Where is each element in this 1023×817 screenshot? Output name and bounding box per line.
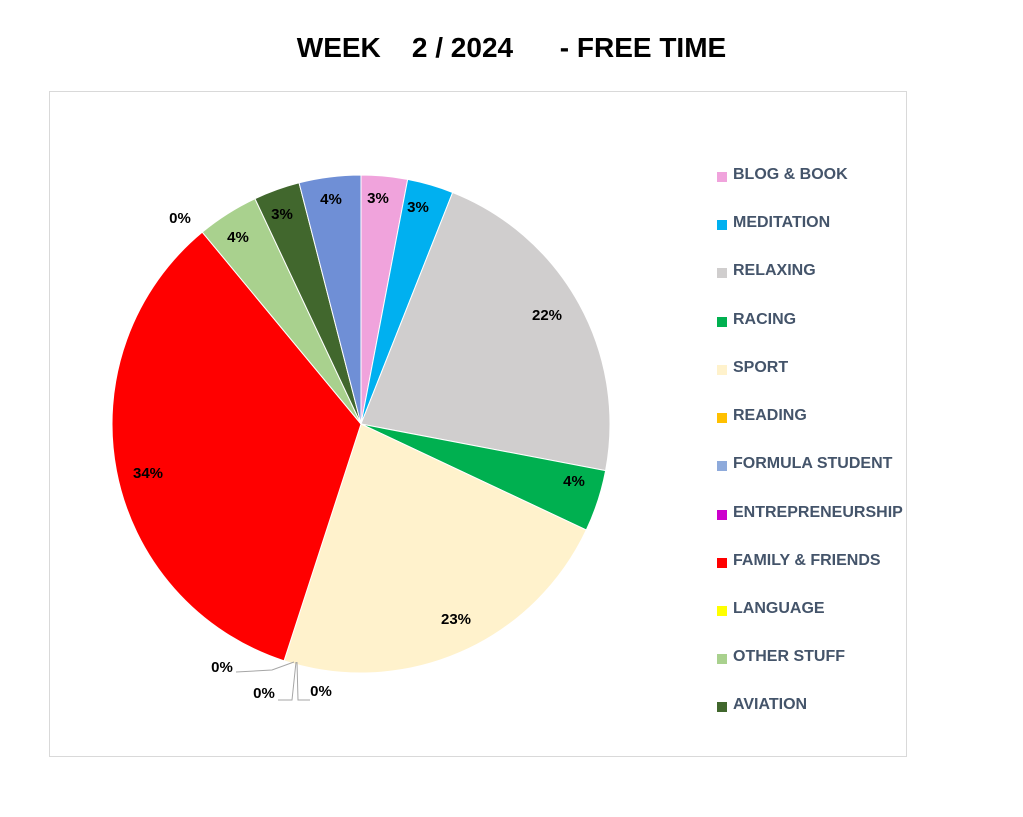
legend-item: LANGUAGE <box>717 600 911 622</box>
data-label: 23% <box>441 611 471 628</box>
legend-swatch <box>717 317 727 327</box>
data-label: 34% <box>133 465 163 482</box>
data-label: 22% <box>532 307 562 324</box>
data-label: 4% <box>227 229 249 246</box>
legend-item: READING <box>717 407 911 429</box>
legend-label: MEDITATION <box>733 214 831 231</box>
legend-swatch <box>717 413 727 423</box>
legend-swatch <box>717 510 727 520</box>
data-label: 4% <box>563 473 585 490</box>
chart-title: WEEK 2 / 2024 - FREE TIME <box>296 32 727 63</box>
pie-slice-family-friends <box>111 231 362 662</box>
legend-label: FAMILY & FRIENDS <box>733 552 881 569</box>
legend-swatch <box>717 654 727 664</box>
legend-item: ENTREPRENEURSHIP <box>717 504 911 526</box>
data-label: 3% <box>271 206 293 223</box>
legend-item: FORMULA STUDENT <box>717 455 911 477</box>
data-label: 0% <box>253 685 275 702</box>
legend-swatch <box>717 702 727 712</box>
legend-item: OTHER STUFF <box>717 648 911 670</box>
legend-item: BLOG & BOOK <box>717 166 911 188</box>
legend-label: RACING <box>733 311 797 328</box>
legend-item: SPORT <box>717 359 911 381</box>
legend-swatch <box>717 268 727 278</box>
legend-label: RELAXING <box>733 262 816 279</box>
pie-slice-relaxing <box>360 191 611 472</box>
legend-item: RACING <box>717 311 911 333</box>
legend-swatch <box>717 558 727 568</box>
legend-swatch <box>717 461 727 471</box>
data-label: 3% <box>407 199 429 216</box>
pie-slice-sport <box>283 423 587 674</box>
data-label: 4% <box>320 191 342 208</box>
legend-label: AVIATION <box>733 696 808 713</box>
legend-label: BLOG & BOOK <box>733 166 848 183</box>
legend-swatch <box>717 220 727 230</box>
legend-label: SPORT <box>733 359 789 376</box>
legend-label: OTHER STUFF <box>733 648 845 665</box>
legend-item: FAMILY & FRIENDS <box>717 552 911 574</box>
data-label: 0% <box>169 210 191 227</box>
legend-swatch <box>717 365 727 375</box>
legend-label: ENTREPRENEURSHIP <box>733 504 903 521</box>
data-label: 0% <box>211 659 233 676</box>
legend-label: READING <box>733 407 807 424</box>
legend-item: MEDITATION <box>717 214 911 236</box>
legend-swatch <box>717 172 727 182</box>
legend-item: RELAXING <box>717 262 911 284</box>
leader-line <box>296 661 310 701</box>
leader-line <box>278 661 297 701</box>
legend-label: FORMULA STUDENT <box>733 455 893 472</box>
leader-line <box>235 661 295 673</box>
data-label: 3% <box>367 190 389 207</box>
legend-swatch <box>717 606 727 616</box>
legend-label: LANGUAGE <box>733 600 825 617</box>
pie-slice-unlabeled <box>298 174 362 425</box>
data-label: 0% <box>310 683 332 700</box>
legend-item: AVIATION <box>717 696 911 718</box>
